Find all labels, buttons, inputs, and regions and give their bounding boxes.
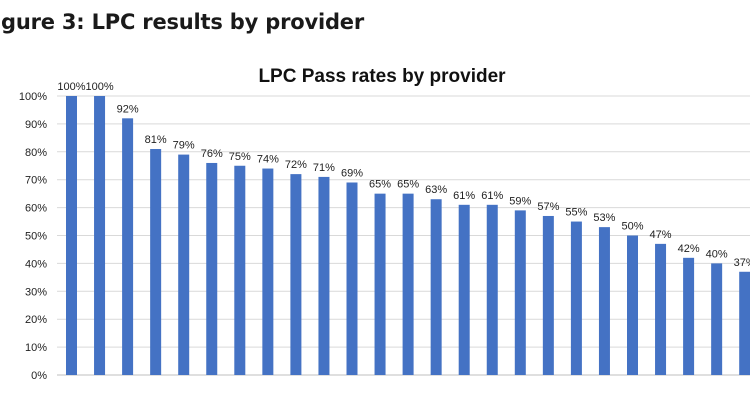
bar bbox=[262, 168, 274, 375]
bar bbox=[683, 257, 695, 375]
bar-value-label: 59% bbox=[509, 195, 531, 207]
bar-value-label: 50% bbox=[621, 221, 643, 233]
bars bbox=[66, 96, 750, 375]
bar bbox=[122, 118, 134, 375]
bar-value-label: 53% bbox=[593, 212, 615, 224]
bar bbox=[570, 221, 582, 375]
bar-value-label: 61% bbox=[453, 190, 475, 202]
y-tick-label: 100% bbox=[19, 91, 47, 103]
chart-title: LPC Pass rates by provider bbox=[258, 66, 506, 87]
y-axis-tick-labels: 0% 10% 20% 30% 40% 50% 60% 70% 80% 90% 100% bbox=[19, 91, 47, 382]
y-tick-label: 30% bbox=[25, 286, 47, 298]
bar-value-label: 57% bbox=[537, 201, 559, 213]
bar-value-label: 81% bbox=[145, 134, 167, 146]
bar bbox=[514, 210, 526, 375]
bar bbox=[627, 235, 638, 375]
bar bbox=[234, 165, 246, 375]
bar-value-label: 79% bbox=[173, 140, 195, 152]
bar bbox=[374, 193, 386, 375]
bar bbox=[598, 227, 610, 375]
bar-value-label: 92% bbox=[117, 103, 139, 115]
bar bbox=[290, 174, 302, 375]
figure-caption: igure 3: LPC results by provider bbox=[0, 10, 364, 34]
bar-value-label: 75% bbox=[229, 151, 251, 163]
bar-value-label: 63% bbox=[425, 184, 447, 196]
y-tick-label: 50% bbox=[25, 231, 47, 243]
bar bbox=[66, 96, 77, 375]
bar bbox=[150, 149, 162, 375]
bar bbox=[402, 193, 414, 375]
y-tick-label: 60% bbox=[25, 203, 47, 215]
bar bbox=[94, 96, 106, 375]
y-tick-label: 90% bbox=[25, 119, 47, 131]
bar bbox=[430, 199, 442, 375]
bar-value-label: 100% bbox=[57, 81, 85, 93]
y-tick-label: 0% bbox=[31, 370, 47, 382]
bar-value-label: 37% bbox=[734, 257, 750, 269]
y-tick-label: 80% bbox=[25, 147, 47, 159]
bar bbox=[486, 204, 498, 375]
bar-value-label: 76% bbox=[201, 148, 223, 160]
data-labels: 100% 100% 92% 81% 79% 76% 75% 74% 72% 71% 69% 65% 65… bbox=[57, 81, 750, 269]
bar-value-label: 42% bbox=[678, 243, 700, 255]
bar-value-label: 61% bbox=[481, 190, 503, 202]
y-tick-label: 40% bbox=[25, 258, 47, 270]
bar bbox=[655, 243, 667, 375]
bar-value-label: 55% bbox=[565, 207, 587, 219]
bar-value-label: 74% bbox=[257, 154, 279, 166]
bar bbox=[739, 271, 750, 375]
bar bbox=[711, 263, 723, 375]
bar bbox=[318, 176, 330, 375]
bar bbox=[458, 204, 470, 375]
bar-value-label: 47% bbox=[650, 229, 672, 241]
bar-value-label: 100% bbox=[85, 81, 113, 93]
bar-value-label: 65% bbox=[397, 179, 419, 191]
bar bbox=[346, 182, 358, 375]
bar bbox=[206, 162, 218, 375]
bar-value-label: 69% bbox=[341, 167, 363, 179]
bar-value-label: 72% bbox=[285, 159, 307, 171]
y-tick-label: 70% bbox=[25, 175, 47, 187]
bar-value-label: 40% bbox=[706, 248, 728, 260]
bar-value-label: 71% bbox=[313, 162, 335, 174]
bar bbox=[542, 215, 554, 375]
bar-value-label: 65% bbox=[369, 179, 391, 191]
y-tick-label: 10% bbox=[25, 342, 47, 354]
bar bbox=[178, 154, 190, 375]
y-tick-label: 20% bbox=[25, 314, 47, 326]
